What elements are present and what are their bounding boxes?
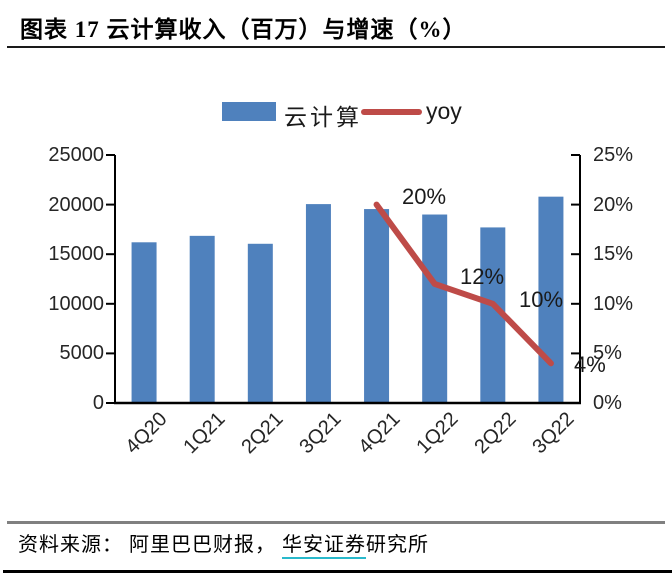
line-point-label: 10% [519,287,564,312]
y-axis-left-tick: 5000 [59,342,105,364]
bar-3Q21 [305,204,331,403]
source-note: 资料来源： 阿里巴巴财报， 华安证券研究所 [18,528,429,559]
y-axis-right-tick: 15% [593,243,634,265]
bar-4Q21 [364,209,390,403]
y-axis-left-tick: 20000 [48,194,104,216]
source-note-link[interactable]: 华安证券 [282,534,366,559]
source-note-prefix: 资料来源： 阿里巴巴财报， [18,534,282,556]
legend-line-swatch [361,109,422,115]
y-axis-left-tick: 25000 [48,144,104,166]
source-note-suffix: 研究所 [366,534,429,556]
plot-svg [106,154,581,405]
y-axis-right-tick: 20% [593,194,634,216]
y-axis-right-tick: 25% [593,144,634,166]
bar-2Q21 [247,243,273,403]
chart-plot-area: 25000 20000 15000 10000 5000 0 25% 20% 1… [0,130,672,480]
line-point-label: 12% [460,264,505,289]
yoy-line [373,201,554,367]
line-point-label: 20% [402,184,447,209]
y-axis-right-tick: 0% [593,392,622,414]
bar-1Q21 [189,235,215,403]
bottom-border [3,570,672,573]
footer-divider [7,521,665,524]
chart-legend: 云计算 yoy [0,96,672,130]
line-point-label: 4% [574,352,606,377]
legend-bar-swatch [222,102,276,121]
y-axis-left-tick: 0 [92,392,104,414]
legend-bar-label: 云计算 [284,104,362,130]
y-axis-left-tick: 10000 [48,293,104,315]
bar-4Q20 [131,242,157,403]
bar-1Q22 [422,214,448,403]
y-axis-right-tick: 5% [593,342,622,364]
legend-line-label: yoy [426,98,462,124]
y-axis-left-tick: 15000 [48,243,104,265]
bar-3Q22 [538,196,564,403]
title-divider [7,46,665,48]
y-axis-right-tick: 10% [593,293,634,315]
page-title: 图表 17 云计算收入（百万）与增速（%） [20,17,467,42]
